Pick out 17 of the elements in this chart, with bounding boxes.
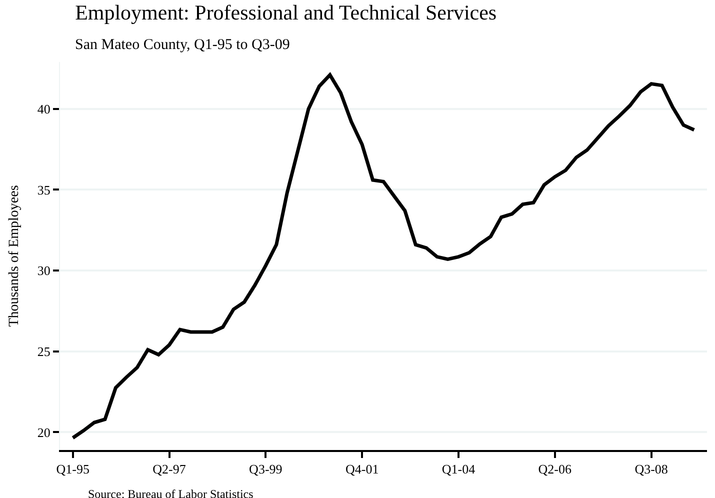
source-note: Source: Bureau of Labor Statistics — [88, 487, 254, 498]
chart-title: Employment: Professional and Technical Services — [75, 0, 497, 25]
line-series — [71, 73, 696, 440]
x-tick-label: Q4-01 — [345, 462, 379, 477]
x-tick-label: Q1-95 — [56, 462, 90, 477]
y-axis-title: Thousands of Employees — [7, 185, 22, 327]
x-tick-label: Q1-04 — [442, 462, 476, 477]
y-tick-label: 30 — [37, 263, 50, 278]
y-tick-label: 40 — [37, 101, 50, 116]
y-tick-label: 35 — [37, 182, 50, 198]
chart-subtitle: San Mateo County, Q1-95 to Q3-09 — [75, 37, 290, 53]
y-tick-label: 25 — [37, 344, 50, 359]
x-tick-label: Q3-99 — [249, 462, 282, 477]
x-tick-label: Q2-06 — [538, 462, 572, 477]
x-tick-label: Q3-08 — [634, 462, 668, 477]
x-tick-label: Q2-97 — [152, 462, 186, 477]
y-tick-label: 20 — [37, 424, 50, 440]
